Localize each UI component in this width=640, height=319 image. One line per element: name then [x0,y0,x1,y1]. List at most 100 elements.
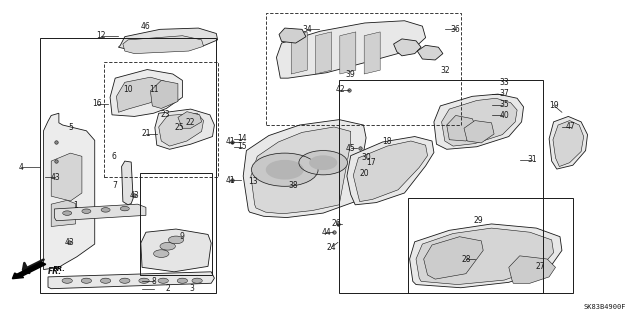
Bar [339,80,543,293]
Polygon shape [51,153,82,201]
Polygon shape [155,109,214,149]
Text: 27: 27 [536,262,546,271]
Circle shape [102,208,109,211]
Text: 28: 28 [461,255,470,263]
Polygon shape [291,32,307,74]
Polygon shape [118,28,218,49]
Circle shape [155,250,168,257]
Circle shape [161,243,174,249]
Polygon shape [353,141,428,202]
Text: 10: 10 [123,85,133,94]
Polygon shape [340,32,356,74]
Text: 12: 12 [97,31,106,40]
Text: 13: 13 [248,177,258,186]
Text: SK83B4900F: SK83B4900F [584,304,626,310]
Text: 42: 42 [335,85,346,94]
Circle shape [266,160,303,179]
Text: 4: 4 [19,163,24,172]
Text: 21: 21 [141,130,150,138]
FancyArrow shape [12,262,46,279]
Circle shape [310,156,337,169]
Circle shape [299,151,348,175]
Polygon shape [279,28,306,43]
Polygon shape [54,204,146,221]
Polygon shape [347,137,434,205]
Polygon shape [424,237,483,279]
Text: 14: 14 [237,134,247,143]
Polygon shape [110,70,182,116]
Text: 30: 30 [361,153,371,162]
Circle shape [121,279,129,283]
Bar [408,198,573,293]
Circle shape [63,279,71,283]
Circle shape [140,279,148,283]
Text: 3: 3 [189,284,195,293]
Text: 43: 43 [50,173,60,182]
Circle shape [83,210,90,213]
Polygon shape [150,80,178,108]
Bar [140,173,212,275]
Polygon shape [417,45,443,60]
Text: 33: 33 [499,78,509,87]
Text: 16: 16 [92,99,102,108]
Text: 32: 32 [440,66,450,75]
Text: 40: 40 [499,111,509,120]
Text: 35: 35 [499,100,509,109]
Text: 19: 19 [548,101,559,110]
Text: 25: 25 [174,123,184,132]
Text: 23: 23 [160,110,170,119]
Text: 29: 29 [474,216,484,225]
Polygon shape [116,77,165,112]
Polygon shape [316,32,332,74]
Polygon shape [123,36,204,54]
Polygon shape [48,272,214,289]
Circle shape [170,237,182,243]
Text: 44: 44 [321,228,332,237]
Polygon shape [442,98,517,146]
Text: 43: 43 [129,191,140,200]
Polygon shape [243,120,366,218]
Text: 7: 7 [113,181,118,189]
Text: 26: 26 [332,219,342,228]
Circle shape [102,279,109,283]
Circle shape [252,153,318,186]
Polygon shape [416,228,554,285]
Text: 2: 2 [165,284,170,293]
Circle shape [83,279,90,283]
Polygon shape [553,121,584,167]
Polygon shape [44,113,95,270]
Bar [266,13,461,125]
Text: 18: 18 [383,137,392,146]
Polygon shape [276,21,426,78]
Text: 22: 22 [186,118,195,127]
Text: 8: 8 [151,277,156,286]
Polygon shape [434,94,524,149]
Circle shape [193,279,201,283]
Circle shape [122,207,128,210]
Text: 24: 24 [326,243,337,252]
Bar [40,38,216,293]
Text: 5: 5 [68,123,73,132]
Text: 41: 41 [225,137,236,146]
Text: 39: 39 [346,70,356,78]
Polygon shape [447,115,477,141]
Polygon shape [251,127,351,214]
Text: 17: 17 [366,158,376,167]
Text: 1: 1 [73,201,78,210]
Polygon shape [159,113,204,146]
Polygon shape [51,200,76,226]
Bar [104,62,218,177]
Text: 46: 46 [141,22,151,31]
Polygon shape [394,39,421,56]
Text: 38: 38 [288,181,298,190]
Text: 9: 9 [180,232,185,241]
Text: 36: 36 [451,25,461,34]
Polygon shape [178,112,202,128]
Circle shape [64,211,70,215]
Polygon shape [410,224,562,288]
Polygon shape [509,256,556,283]
Text: 45: 45 [346,144,356,153]
Polygon shape [549,116,588,169]
Circle shape [179,279,186,283]
Text: 15: 15 [237,142,247,151]
